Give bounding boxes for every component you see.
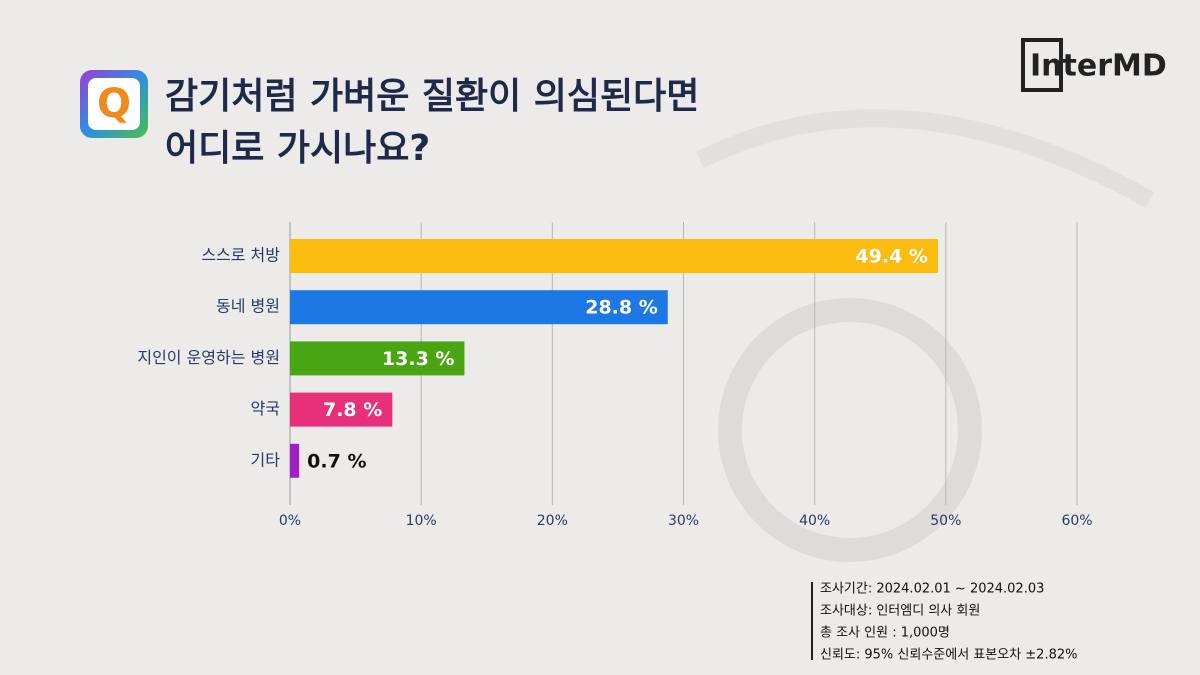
category-label: 지인이 운영하는 병원 [137,348,280,367]
x-tick-label: 20% [537,513,568,529]
value-label: 13.3 % [382,348,455,370]
x-tick-label: 40% [799,513,830,529]
logo-frame [1021,38,1063,92]
category-label: 스스로 처방 [201,246,280,265]
x-tick-label: 60% [1061,513,1092,529]
logo: InterMD [1030,49,1167,84]
q-letter: Q [97,81,131,127]
note: 신뢰도: 95% 신뢰수준에서 표본오차 ±2.82% [820,648,1077,663]
bar [290,290,668,325]
value-label: 28.8 % [585,297,658,319]
x-tick-label: 50% [930,513,961,529]
q-icon-inner [88,78,140,130]
note: 조사기간: 2024.02.01 ~ 2024.02.03 [820,582,1044,597]
category-label: 약국 [251,399,280,418]
bar [290,341,465,376]
x-tick-label: 10% [406,513,437,529]
title-line: 어디로 가시나요? [165,128,430,169]
category-label: 기타 [251,450,281,469]
value-label: 0.7 % [307,450,366,472]
note: 조사대상: 인터엠디 의사 회원 [820,604,980,619]
category-label: 동네 병원 [216,297,280,316]
x-tick-label: 0% [279,513,301,529]
title-line: 감기처럼 가벼운 질환이 의심된다면 [165,76,699,117]
bar [290,239,938,273]
note: 총 조사 인원 : 1,000명 [820,626,950,641]
decoration [718,298,982,562]
bar [290,443,300,478]
x-tick-label: 30% [668,513,699,529]
decoration [695,109,1155,208]
bar [290,392,393,427]
value-label: 49.4 % [855,246,928,268]
value-label: 7.8 % [323,399,382,421]
